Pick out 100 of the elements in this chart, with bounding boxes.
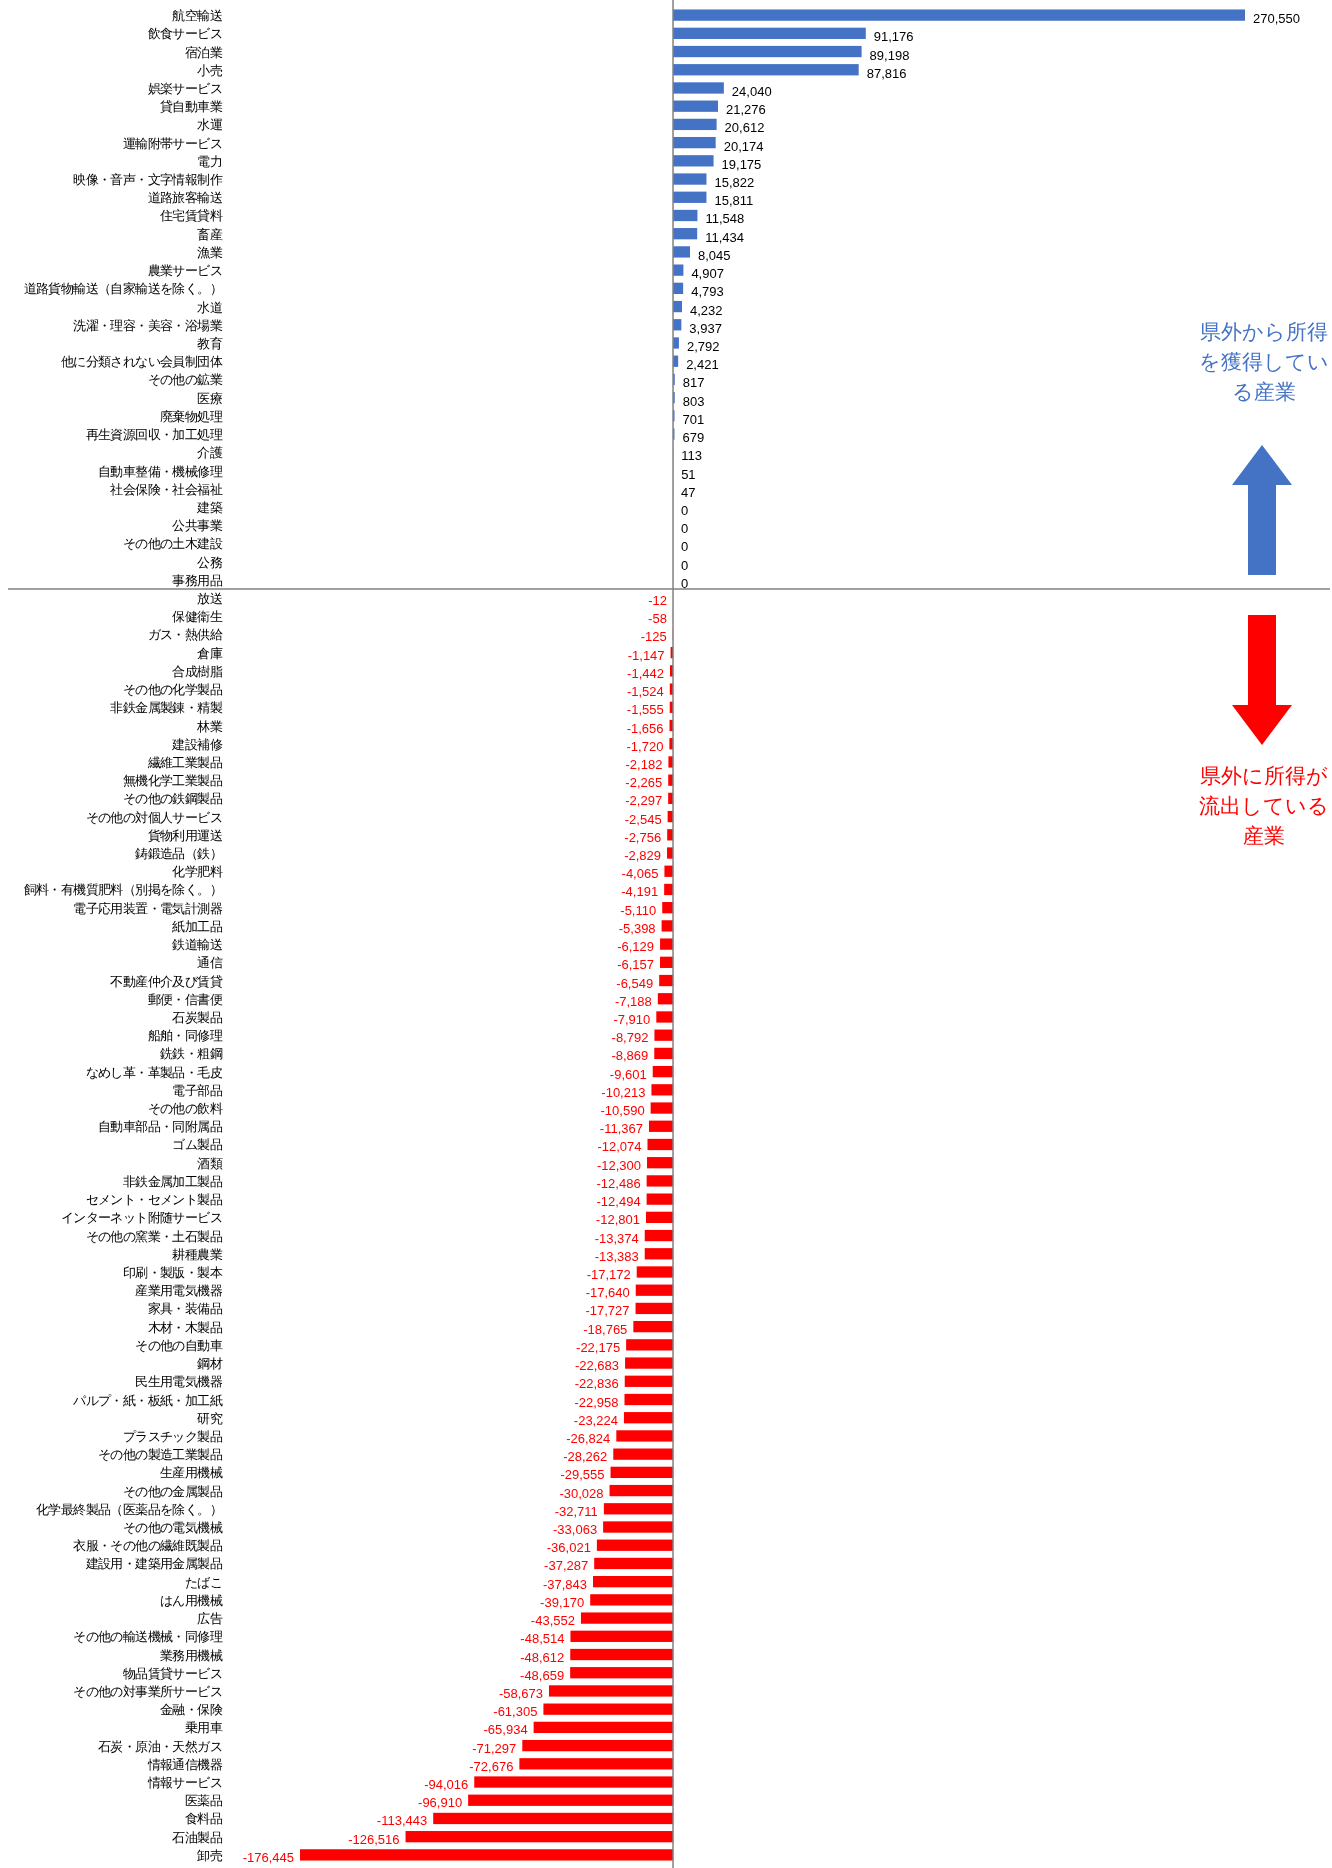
- data-label: -17,640: [585, 1285, 630, 1301]
- data-label: -2,545: [624, 811, 662, 827]
- y-tick-label: 合成樹脂: [172, 664, 223, 679]
- y-tick-label: 繊維工業製品: [146, 755, 223, 770]
- data-label: -2,265: [625, 775, 663, 791]
- y-tick-label: インターネット附随サービス: [60, 1211, 222, 1226]
- y-tick-label: 研究: [197, 1411, 223, 1426]
- data-label: -1,720: [626, 738, 664, 754]
- data-label: -8,792: [611, 1030, 649, 1046]
- data-label: -7,910: [613, 1011, 651, 1027]
- y-tick-label: なめし革・革製品・毛皮: [85, 1065, 223, 1080]
- y-tick-label: 自動車部品・同附属品: [97, 1120, 223, 1135]
- y-tick-label: 公共事業: [172, 519, 223, 534]
- data-label: -43,552: [530, 1613, 575, 1629]
- data-label: -12,074: [597, 1139, 642, 1155]
- data-label: -2,182: [625, 756, 663, 772]
- data-label: 24,040: [731, 83, 772, 99]
- data-label: 20,612: [724, 120, 765, 136]
- y-tick-label: 石炭・原油・天然ガス: [97, 1739, 222, 1754]
- data-label: -72,676: [469, 1758, 514, 1774]
- data-label: -1,147: [627, 647, 665, 663]
- data-label: -94,016: [424, 1777, 469, 1793]
- y-tick-label: その他の自動車: [135, 1338, 223, 1353]
- data-label: -18,765: [583, 1321, 628, 1337]
- y-tick-label: 耕種農業: [172, 1247, 223, 1262]
- data-label: 803: [682, 393, 705, 409]
- y-tick-label: 他に分類されない会員制団体: [60, 355, 223, 370]
- data-label: -12: [648, 593, 667, 609]
- data-label: -4,191: [621, 884, 659, 900]
- y-tick-label: 航空輸送: [172, 9, 223, 24]
- y-tick-label: 洗濯・理容・美容・浴場業: [73, 317, 223, 333]
- y-tick-label: 金融・保険: [159, 1703, 223, 1718]
- y-tick-label: 自動車整備・機械修理: [97, 464, 223, 479]
- data-label: 11,434: [705, 229, 744, 245]
- y-tick-label: 社会保険・社会福祉: [110, 482, 223, 497]
- y-tick-label: 娯楽サービス: [147, 81, 222, 96]
- annotation: 県外から所得を獲得している産業: [1198, 318, 1330, 405]
- data-label: 20,174: [723, 138, 764, 154]
- data-label: 15,811: [714, 193, 754, 209]
- y-tick-label: 卸売: [197, 1848, 223, 1863]
- y-tick-label: 貸自動車業: [159, 100, 223, 115]
- y-tick-label: 道路貨物輸送（自家輸送を除く。）: [23, 281, 222, 297]
- data-label: -22,683: [574, 1358, 620, 1374]
- data-label: 11,548: [705, 211, 745, 227]
- data-label: -48,612: [520, 1649, 565, 1665]
- data-label: -2,829: [624, 848, 662, 864]
- data-label: -26,824: [566, 1430, 611, 1446]
- y-tick-label: 建設補修: [171, 737, 223, 752]
- data-label: 0: [681, 521, 689, 537]
- data-label: -10,590: [600, 1103, 645, 1119]
- data-label: 15,822: [714, 175, 755, 191]
- annotation: 県外に所得が流出している産業: [1198, 762, 1330, 849]
- data-label: -13,374: [594, 1230, 639, 1246]
- data-label: 87,816: [866, 65, 907, 81]
- data-label: -58,673: [498, 1685, 543, 1701]
- y-tick-label: パルプ・紙・板紙・加工紙: [72, 1393, 223, 1408]
- y-tick-label: 小売: [197, 63, 223, 78]
- y-tick-label: たばこ: [184, 1575, 222, 1590]
- data-label: -126,516: [348, 1831, 400, 1847]
- y-tick-label: ガス・熱供給: [147, 628, 223, 643]
- data-label: -2,297: [625, 793, 663, 809]
- y-tick-label: 船舶・同修理: [147, 1029, 223, 1044]
- y-tick-label: 非鉄金属製錬・精製: [110, 701, 223, 716]
- y-tick-label: 無機化学工業製品: [122, 774, 223, 789]
- y-tick-label: 石油製品: [172, 1830, 223, 1845]
- y-tick-label: その他の鉱業: [147, 373, 223, 388]
- y-tick-label: その他の製造工業製品: [97, 1448, 223, 1463]
- data-label: -17,172: [586, 1266, 631, 1282]
- y-tick-label: 農業サービス: [147, 264, 222, 279]
- data-label: 113: [681, 448, 702, 464]
- y-tick-label: 運輸附帯サービス: [122, 136, 222, 151]
- y-tick-label: 鋼材: [197, 1357, 223, 1372]
- data-label: 8,045: [698, 247, 731, 263]
- y-tick-label: はん用機械: [159, 1593, 223, 1608]
- y-tick-label: 住宅賃貸料: [158, 208, 223, 224]
- y-tick-label: 広告: [197, 1611, 223, 1627]
- data-label: -2,756: [624, 829, 662, 845]
- y-tick-label: その他の土木建設: [122, 537, 223, 552]
- y-tick-label: 家具・装備品: [147, 1301, 223, 1317]
- y-tick-label: 木材・木製品: [147, 1320, 223, 1335]
- data-label: 2,421: [686, 357, 719, 373]
- y-tick-label: 郵便・信書便: [147, 992, 223, 1007]
- data-label: -33,063: [553, 1522, 598, 1538]
- y-tick-label: 電力: [197, 154, 222, 169]
- y-tick-label: 介護: [197, 446, 223, 461]
- data-label: -65,934: [483, 1722, 528, 1738]
- y-tick-label: 酒類: [197, 1156, 223, 1171]
- y-tick-label: 電子応用装置・電気計測器: [73, 900, 223, 916]
- y-tick-label: 物品賃貸サービス: [122, 1666, 222, 1681]
- y-tick-label: 廃棄物処理: [159, 408, 223, 424]
- data-label: -1,656: [626, 720, 664, 736]
- y-tick-label: 映像・音声・文字情報制作: [73, 172, 223, 188]
- y-tick-label: 産業用電気機器: [135, 1283, 223, 1299]
- data-label: -125: [640, 629, 667, 645]
- y-tick-label: 乗用車: [184, 1721, 223, 1736]
- y-tick-label: その他の窯業・土石製品: [85, 1228, 223, 1244]
- data-label: 701: [682, 411, 705, 427]
- y-tick-label: 不動産仲介及び賃貸: [110, 973, 223, 989]
- data-label: 0: [681, 575, 689, 591]
- y-tick-label: ゴム製品: [172, 1138, 223, 1153]
